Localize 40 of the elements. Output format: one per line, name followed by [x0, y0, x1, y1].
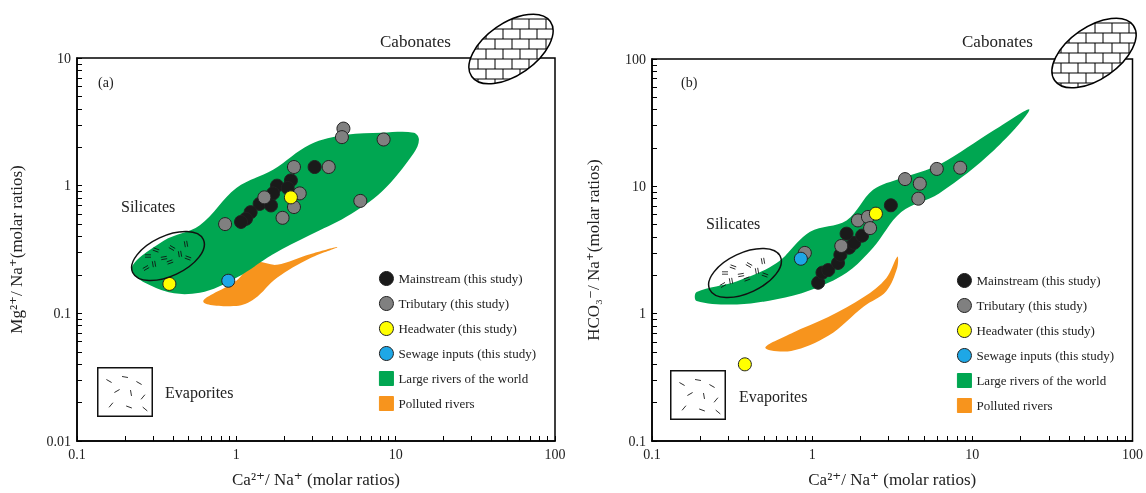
- legend-label: Polluted rivers: [398, 396, 475, 411]
- y-tick-label: 10: [632, 178, 646, 194]
- text: Cabonates: [380, 31, 451, 51]
- x-tick-label: 100: [1122, 446, 1143, 462]
- x-tick-label: 0.1: [643, 446, 661, 462]
- y-tick-label: 10: [57, 50, 71, 66]
- legend-label: Mainstream (this study): [976, 273, 1101, 288]
- legend-label: Sewage inputs (this study): [398, 346, 537, 361]
- x-tick-label: 10: [965, 446, 980, 462]
- x-tick-label: 0.1: [68, 446, 86, 462]
- annotation: (a): [98, 75, 114, 92]
- y-tick-label: 100: [625, 51, 646, 67]
- y-axis-title: HCO₃⁻/ Na⁺(molar ratios): [584, 159, 603, 341]
- annotation: Silicates: [121, 197, 176, 215]
- annotation: (b): [681, 75, 698, 92]
- y-tick-label: 0.01: [46, 433, 71, 449]
- text: Cabonates: [962, 31, 1033, 51]
- legend-label: Sewage inputs (this study): [976, 348, 1115, 363]
- legend-label: Large rivers of the world: [976, 373, 1107, 388]
- x-tick-label: 1: [808, 446, 816, 462]
- y-axis-title: Mg²⁺/ Na⁺(molar ratios): [7, 165, 26, 334]
- x-tick-label: 100: [544, 446, 566, 462]
- x-tick-label: 10: [388, 446, 403, 462]
- legend-label: Tributary (this study): [398, 296, 510, 311]
- annotation: Silicates: [706, 214, 761, 232]
- legend-label: Headwater (this study): [398, 321, 517, 336]
- legend-label: Large rivers of the world: [398, 371, 529, 386]
- x-tick-label: 1: [232, 446, 240, 462]
- legend-label: Headwater (this study): [976, 323, 1095, 338]
- annotation: Evaporites: [739, 387, 808, 406]
- x-axis-title: Ca²⁺/ Na⁺ (molar ratios): [232, 470, 400, 489]
- x-axis-title: Ca²⁺/ Na⁺ (molar ratios): [808, 470, 977, 489]
- y-tick-label: 1: [64, 178, 71, 194]
- annotation: Evaporites: [165, 383, 234, 402]
- legend-label: Tributary (this study): [976, 298, 1088, 313]
- y-tick-label: 1: [639, 306, 646, 322]
- y-tick-label: 0.1: [53, 305, 71, 321]
- legend-label: Mainstream (this study): [398, 271, 523, 286]
- legend-label: Polluted rivers: [976, 398, 1053, 413]
- y-tick-label: 0.1: [628, 433, 646, 449]
